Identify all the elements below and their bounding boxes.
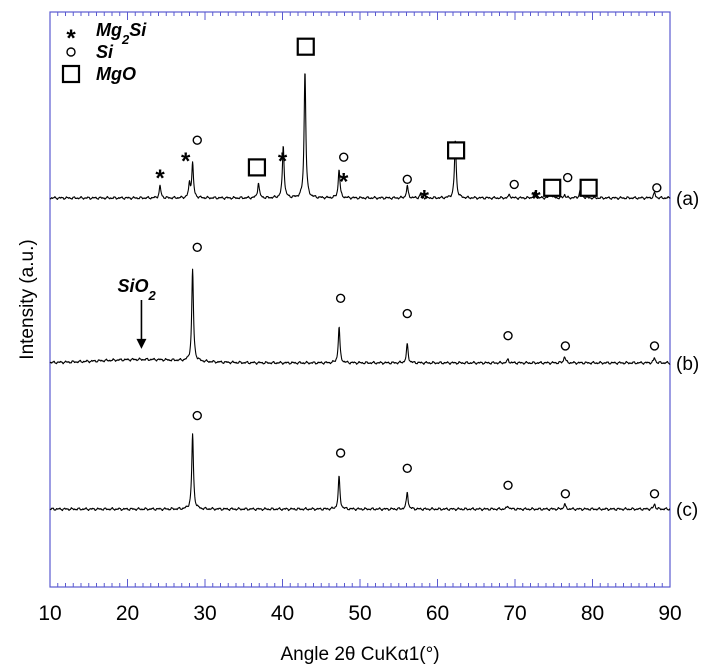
mgo-marker — [579, 178, 598, 197]
si-marker — [560, 341, 571, 351]
mgo-marker — [543, 178, 562, 197]
si-marker — [509, 179, 519, 190]
si-marker — [339, 152, 349, 162]
peak-markers: * * * * * * — [155, 37, 662, 499]
series-line — [49, 433, 671, 512]
si-marker — [335, 448, 346, 458]
series-labels: (a) (b) (c) — [676, 189, 699, 521]
mgo-marker — [247, 158, 267, 177]
mg2si-marker: * — [181, 148, 191, 175]
si-marker — [649, 341, 660, 351]
mgo-marker — [296, 37, 315, 56]
x-axis-label: Angle 2θ CuKα1(°) — [280, 644, 439, 665]
legend-entry-label: Si — [96, 42, 114, 62]
x-tick-label: 80 — [581, 602, 604, 625]
plot-border — [49, 11, 671, 588]
legend-square-icon — [61, 64, 81, 84]
legend-star-icon: * — [66, 25, 76, 52]
si-marker — [192, 242, 202, 253]
si-marker — [563, 172, 573, 183]
mg2si-marker: * — [155, 165, 165, 192]
si-marker — [402, 308, 412, 319]
x-tick-label: 60 — [426, 602, 449, 625]
mg2si-marker: * — [531, 186, 541, 213]
si-marker — [652, 183, 662, 193]
x-tick-label: 20 — [116, 602, 139, 625]
si-marker — [335, 293, 346, 303]
series-line — [49, 268, 671, 365]
arrow-head — [136, 338, 147, 349]
x-tick-label: 30 — [193, 602, 216, 625]
series-traces — [49, 73, 671, 512]
sio2-annotation: SiO2 — [117, 276, 156, 349]
x-tick-label: 50 — [348, 602, 371, 625]
legend-circle-icon — [66, 47, 76, 57]
si-marker — [402, 463, 412, 473]
si-marker — [503, 331, 513, 341]
plot-frame: 10 20 30 40 50 60 70 80 90 — [38, 11, 682, 625]
si-marker — [192, 410, 202, 421]
si-marker — [402, 174, 412, 185]
x-tick-label: 70 — [503, 602, 526, 625]
si-marker — [503, 480, 513, 490]
series-line — [49, 73, 671, 200]
x-tick-label: 10 — [38, 602, 61, 625]
mg2si-marker: * — [339, 169, 349, 196]
series-label: (a) — [676, 189, 699, 210]
x-tick-label: 90 — [658, 602, 681, 625]
legend-entry-label: MgO — [96, 64, 136, 84]
mgo-marker — [447, 141, 466, 160]
sio2-label: SiO2 — [117, 276, 156, 303]
si-marker — [192, 135, 202, 145]
mg2si-marker: * — [420, 186, 430, 213]
series-label: (b) — [676, 354, 699, 375]
si-marker — [560, 489, 571, 499]
series-label: (c) — [676, 500, 698, 521]
si-marker — [649, 489, 660, 499]
y-axis-label: Intensity (a.u.) — [17, 239, 38, 359]
mg2si-marker: * — [278, 148, 288, 175]
x-tick-label: 40 — [271, 602, 294, 625]
legend-entry-label: Mg2Si — [96, 20, 147, 47]
